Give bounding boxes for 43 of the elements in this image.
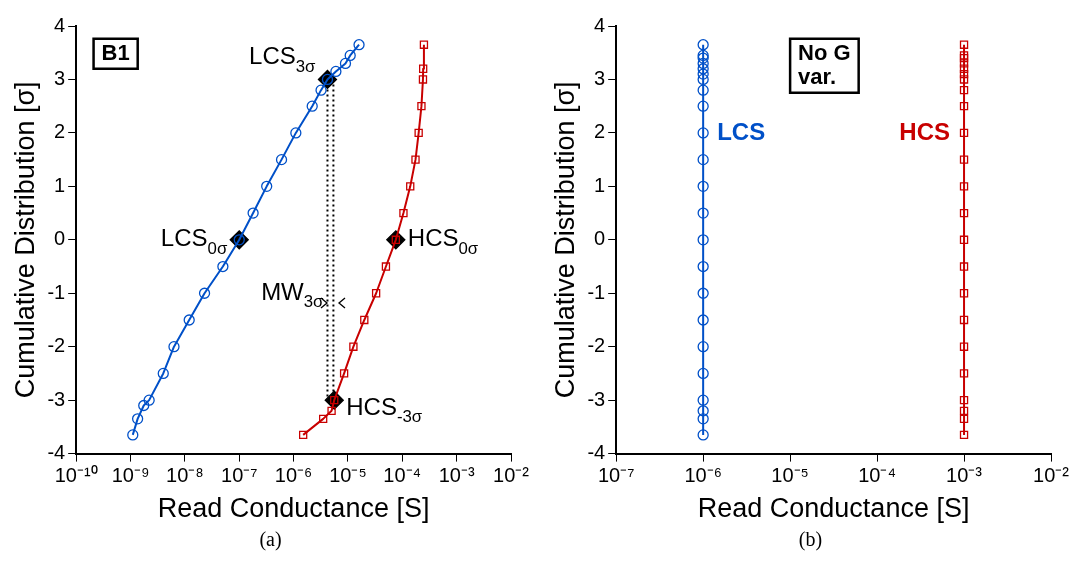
y-tick-label: -4 [587, 441, 606, 464]
y-tick-label: -2 [587, 334, 606, 357]
series-label: LCS [717, 117, 766, 145]
text: (b) [797, 528, 824, 551]
x-axis-title: Read Conductance [S] [697, 493, 970, 524]
y-tick-label: -3 [47, 387, 66, 410]
y-tick-label: 0 [594, 227, 606, 250]
x-tick-label: 10⁻⁸ [166, 464, 204, 487]
annotation: B1 [101, 39, 130, 65]
y-tick-label: -1 [47, 280, 66, 303]
y-tick-label: 3 [54, 66, 66, 89]
x-tick-label: 10⁻² [1033, 464, 1070, 487]
x-tick-label: 10⁻⁹ [111, 464, 150, 487]
x-tick-label: 10⁻⁵ [771, 464, 809, 487]
y-tick-label: 2 [594, 120, 606, 143]
x-tick-label: 10⁻⁶ [684, 464, 722, 487]
y-tick-label: 2 [54, 120, 66, 143]
series-label: HCS [899, 117, 951, 145]
x-tick-label: 10⁻⁷ [221, 464, 258, 487]
x-tick-label: 10⁻⁷ [597, 464, 635, 487]
y-axis-title: Cumulative Distribution [σ] [9, 81, 40, 399]
text: (a) [258, 528, 283, 551]
y-tick-label: -2 [47, 334, 66, 357]
y-tick-label: 3 [594, 66, 606, 89]
y-tick-label: 4 [54, 13, 66, 36]
x-tick-label: 10⁻² [493, 464, 530, 487]
x-tick-label: 10⁻³ [438, 464, 475, 487]
y-tick-label: 1 [594, 173, 606, 196]
annotation: No G var. [798, 39, 851, 89]
x-tick-label: 10⁻³ [946, 464, 983, 487]
y-tick-label: 4 [594, 13, 606, 36]
y-tick-label: -4 [47, 441, 66, 464]
y-tick-label: 1 [54, 173, 66, 196]
y-tick-label: 0 [54, 227, 66, 250]
y-axis-title: Cumulative Distribution [σ] [549, 81, 580, 399]
x-tick-label: 10⁻⁴ [858, 464, 896, 487]
x-tick-label: 10⁻⁶ [274, 464, 313, 487]
x-tick-label: 10⁻⁴ [383, 464, 422, 487]
x-axis-title: Read Conductance [S] [157, 493, 430, 524]
y-tick-label: -3 [587, 387, 606, 410]
x-tick-label: 10⁻⁵ [329, 464, 367, 487]
y-tick-label: -1 [587, 280, 606, 303]
x-tick-label: 10⁻¹⁰ [54, 464, 98, 487]
